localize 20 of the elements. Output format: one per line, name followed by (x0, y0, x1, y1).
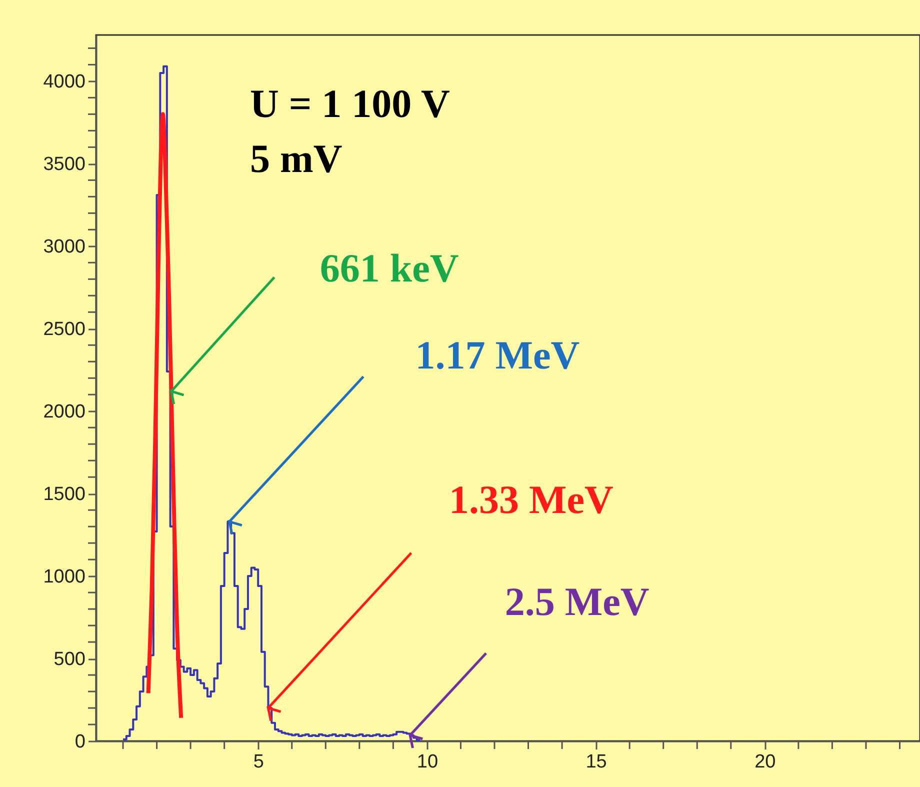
x-tick-label: 5 (253, 752, 264, 772)
y-tick-label: 1500 (43, 484, 86, 506)
x-tick-label: 20 (754, 752, 776, 772)
y-tick-label: 0 (74, 732, 86, 752)
annotation: U = 1 100 V (250, 81, 450, 126)
y-tick-label: 1000 (43, 566, 86, 588)
line-series (146, 112, 184, 720)
y-tick-label: 500 (54, 649, 86, 670)
y-tick-label: 4000 (43, 72, 86, 93)
x-tick-label: 10 (416, 752, 438, 772)
annotation: 2.5 MeV (504, 579, 650, 624)
annotation: 661 keV (320, 245, 459, 290)
y-tick-label: 3000 (43, 236, 86, 258)
annotation: 5 mV (250, 136, 342, 181)
annotation: 1.33 MeV (449, 477, 614, 522)
y-tick-label: 2000 (43, 402, 86, 423)
y-tick-label: 2500 (43, 319, 86, 340)
y-tick-label: 3500 (43, 154, 86, 176)
annotation: 1.17 MeV (415, 332, 580, 378)
x-tick-label: 15 (586, 752, 607, 772)
